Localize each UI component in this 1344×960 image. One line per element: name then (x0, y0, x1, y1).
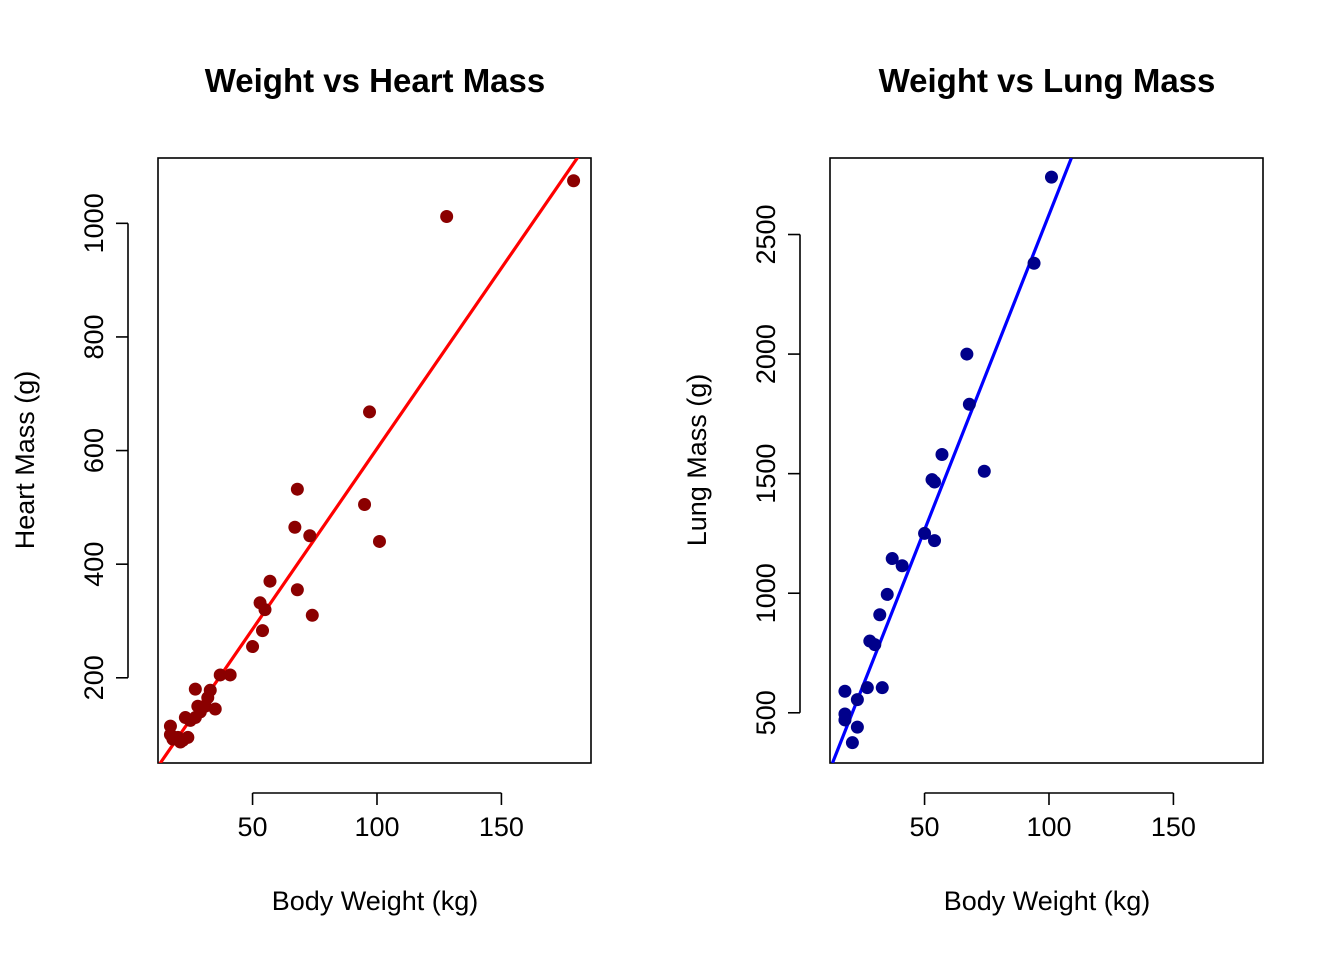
lung-data-point (918, 526, 932, 540)
heart-x-axis-label: Body Weight (kg) (272, 886, 479, 916)
lung-plot-frame (829, 157, 1264, 764)
lung-y-axis-label: Lung Mass (g) (682, 374, 712, 547)
heart-data-point (288, 520, 302, 534)
heart-plot-frame (157, 157, 592, 764)
lung-y-tick-label: 2500 (751, 204, 781, 264)
lung-data-point (960, 347, 974, 361)
heart-x-tick-label: 100 (354, 812, 399, 842)
lung-x-axis-label: Body Weight (kg) (944, 886, 1151, 916)
heart-data-point (290, 583, 304, 597)
heart-y-tick-label: 400 (79, 542, 109, 587)
lung-x-tick-label: 150 (1151, 812, 1196, 842)
lung-y-tick-label: 500 (751, 690, 781, 735)
lung-data-point (928, 475, 942, 489)
lung-data-point (962, 397, 976, 411)
lung-data-point (845, 736, 859, 750)
lung-data-point (838, 713, 852, 727)
heart-x-tick-label: 150 (479, 812, 524, 842)
lung-x-axis: 50 100 150 (910, 792, 1196, 842)
lung-data-point (928, 534, 942, 548)
lung-data-point (850, 693, 864, 707)
heart-data-point (567, 174, 581, 188)
lung-plot-marks (831, 158, 1073, 763)
heart-y-axis: 200 400 600 800 1000 (79, 193, 129, 700)
heart-data-point (213, 668, 227, 682)
heart-data-point (258, 603, 272, 617)
heart-data-point (188, 682, 202, 696)
lung-y-axis: 500 1000 1500 2000 2500 (751, 204, 801, 735)
heart-x-axis: 50 100 150 (238, 792, 524, 842)
heart-data-point (372, 534, 386, 548)
lung-x-tick-label: 50 (910, 812, 940, 842)
lung-mass-panel: Weight vs Lung Mass 50 100 150 500 1000 1500… (682, 62, 1264, 916)
lung-data-point (1044, 170, 1058, 184)
heart-x-tick-label: 50 (238, 812, 268, 842)
heart-data-point (440, 210, 454, 224)
heart-data-point (181, 730, 195, 744)
heart-data-point (358, 498, 372, 512)
heart-data-point (246, 640, 260, 654)
lung-data-point (935, 448, 949, 462)
heart-y-tick-label: 1000 (79, 193, 109, 253)
heart-data-point (263, 574, 277, 588)
lung-x-tick-label: 100 (1026, 812, 1071, 842)
lung-data-point (875, 681, 889, 695)
lung-data-point (880, 587, 894, 601)
heart-regression-line (158, 158, 580, 763)
lung-data-point (868, 638, 882, 652)
heart-data-point (303, 529, 317, 543)
lung-data-point (873, 608, 887, 622)
heart-data-point (208, 702, 222, 716)
lung-y-tick-label: 1500 (751, 444, 781, 504)
heart-data-point (363, 405, 377, 419)
heart-y-axis-label: Heart Mass (g) (10, 371, 40, 550)
heart-mass-panel: Weight vs Heart Mass 50 100 150 200 400 600 8… (10, 62, 592, 916)
lung-data-point (838, 684, 852, 698)
lung-y-tick-label: 2000 (751, 324, 781, 384)
heart-data-point (223, 668, 237, 682)
lung-data-point (977, 464, 991, 478)
lung-data-point (850, 720, 864, 734)
lung-data-point (860, 681, 874, 695)
lung-chart-title: Weight vs Lung Mass (879, 62, 1216, 99)
heart-data-point (305, 608, 319, 622)
heart-y-tick-label: 800 (79, 314, 109, 359)
heart-y-tick-label: 200 (79, 655, 109, 700)
lung-y-tick-label: 1000 (751, 563, 781, 623)
heart-plot-marks (158, 158, 581, 763)
heart-data-point (203, 683, 217, 697)
heart-data-point (290, 482, 304, 496)
heart-y-tick-label: 600 (79, 428, 109, 473)
lung-regression-line (831, 158, 1073, 763)
lung-data-point (885, 552, 899, 566)
heart-data-point (256, 624, 270, 638)
lung-data-point (895, 559, 909, 573)
heart-chart-title: Weight vs Heart Mass (205, 62, 546, 99)
lung-data-point (1027, 256, 1041, 270)
